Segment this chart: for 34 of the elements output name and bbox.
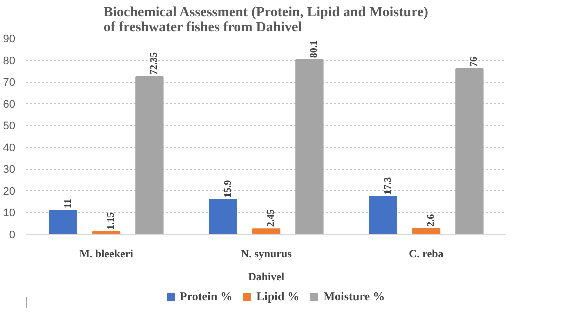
y-tick-label: 20	[3, 186, 16, 198]
y-tick-label: 10	[3, 208, 16, 220]
data-label: 76	[469, 56, 480, 67]
chart-title: Biochemical Assessment (Protein, Lipid and Moisture) of freshwater fishes from Dahivel	[104, 6, 429, 36]
bar	[369, 196, 398, 234]
data-label: 1.15	[106, 212, 117, 230]
data-label: 72.35	[149, 52, 160, 75]
data-label: 2.6	[426, 214, 437, 227]
legend-label: Moisture %	[324, 290, 386, 304]
bar	[252, 228, 281, 234]
y-tick-label: 40	[3, 142, 16, 154]
legend-label: Lipid %	[256, 290, 300, 304]
x-tick-label: N. synurus	[241, 248, 293, 260]
data-label: 17.3	[382, 177, 394, 195]
data-label: 11	[62, 199, 74, 209]
bar	[456, 68, 484, 234]
bar	[209, 199, 238, 234]
data-label: 15.9	[222, 180, 234, 198]
y-tick-label: 0	[9, 230, 16, 242]
y-tick-label: 80	[3, 55, 16, 68]
y-tick-label: 90	[3, 34, 16, 46]
data-label: 2.45	[266, 210, 277, 228]
legend-label: Protein %	[180, 290, 233, 304]
x-tick-label: M. bleekeri	[80, 248, 134, 260]
bar	[136, 76, 164, 234]
x-axis-title: Dahivel	[248, 272, 285, 284]
bar	[296, 60, 324, 234]
x-tick-label: C. reba	[409, 248, 444, 260]
y-tick-label: 60	[3, 98, 16, 111]
y-tick-label: 30	[3, 164, 16, 176]
bar	[49, 210, 78, 234]
data-label: 80.1	[309, 40, 320, 58]
y-tick-label: 70	[3, 77, 16, 90]
y-tick-label: 50	[3, 120, 16, 133]
